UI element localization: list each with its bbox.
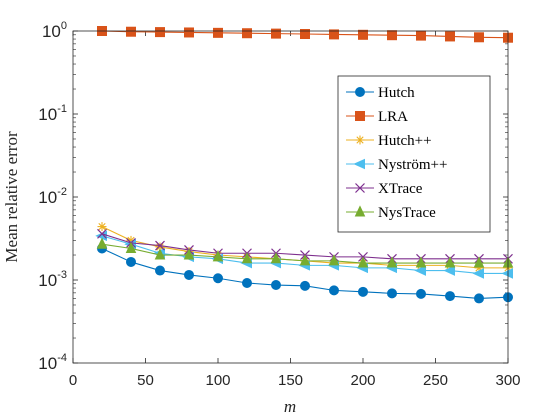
legend-marker xyxy=(355,111,365,121)
data-point xyxy=(358,286,368,297)
data-point xyxy=(271,280,281,291)
legend-label: Hutch++ xyxy=(378,133,432,149)
data-point xyxy=(328,254,340,266)
data-point xyxy=(387,288,397,299)
marker-stroke xyxy=(98,222,106,231)
marker-stroke xyxy=(355,183,365,193)
data-point xyxy=(501,268,513,279)
data-point xyxy=(472,268,484,279)
data-point xyxy=(414,265,426,276)
data-point xyxy=(184,269,194,280)
legend-label: Nyström++ xyxy=(378,157,447,173)
marker-stroke xyxy=(97,228,107,239)
data-point xyxy=(97,228,107,239)
data-point xyxy=(184,27,194,38)
data-point xyxy=(241,252,253,264)
x-tick-label: 0 xyxy=(69,372,77,389)
y-axis-label: Mean relative error xyxy=(2,131,21,263)
data-point xyxy=(300,29,310,40)
series-nystrace xyxy=(96,237,514,268)
data-point xyxy=(242,28,252,39)
data-point xyxy=(387,30,397,41)
data-point xyxy=(155,240,165,251)
legend-box xyxy=(337,75,491,233)
data-point xyxy=(443,265,455,276)
data-point xyxy=(271,28,281,39)
data-point xyxy=(445,31,455,42)
series-hutch xyxy=(97,243,513,304)
legend-item: LRA xyxy=(346,109,408,125)
data-point xyxy=(154,248,166,260)
y-tick-label: 10-3 xyxy=(38,269,67,290)
x-tick-label: 150 xyxy=(278,372,303,389)
data-point xyxy=(242,278,252,289)
marker-stroke xyxy=(155,240,165,251)
legend-label: XTrace xyxy=(378,181,423,197)
legend-item: Nyström++ xyxy=(346,157,447,173)
data-point xyxy=(125,241,137,253)
legend-item: NysTrace xyxy=(346,205,436,221)
legend-label: LRA xyxy=(378,109,408,125)
legend: Hutch LRA Hutch++ Nyström++ XTrace NysTrace xyxy=(337,75,491,233)
data-point xyxy=(97,222,107,232)
data-point xyxy=(445,291,455,302)
data-point xyxy=(474,293,484,304)
data-point xyxy=(300,280,310,291)
data-point xyxy=(155,265,165,276)
y-tick-label: 10-1 xyxy=(38,103,67,124)
y-tick-label: 10-2 xyxy=(38,186,67,207)
data-point xyxy=(213,27,223,38)
x-tick-label: 100 xyxy=(205,372,230,389)
data-point xyxy=(155,27,165,38)
legend-marker xyxy=(355,135,365,145)
marker-stroke xyxy=(156,243,164,251)
x-tick-label: 250 xyxy=(423,372,448,389)
data-point xyxy=(358,29,368,40)
data-point xyxy=(299,254,311,266)
legend-item: Hutch++ xyxy=(346,133,432,149)
data-point xyxy=(386,256,398,268)
data-point xyxy=(96,237,108,249)
legend-marker xyxy=(355,183,365,193)
legend-item: Hutch xyxy=(346,85,415,101)
data-point xyxy=(416,30,426,41)
x-tick-label: 50 xyxy=(137,372,154,389)
data-point xyxy=(212,250,224,262)
data-point xyxy=(126,26,136,37)
data-point xyxy=(329,29,339,40)
legend-marker xyxy=(354,205,366,217)
plot-frame xyxy=(72,30,509,364)
data-point xyxy=(213,273,223,284)
data-point xyxy=(474,32,484,43)
legend-item: XTrace xyxy=(346,181,423,197)
data-point xyxy=(329,285,339,296)
legend-label: Hutch xyxy=(378,85,415,101)
tick-labels: 0 50 100 150 200 250 300 10-4 10-3 10-2 10-1 100 xyxy=(38,20,520,389)
data-point xyxy=(357,256,369,268)
legend-label: NysTrace xyxy=(378,205,436,221)
x-axis-label: m xyxy=(284,397,296,416)
data-point xyxy=(126,256,136,267)
y-tick-label: 100 xyxy=(42,20,67,41)
y-tick-label: 10-4 xyxy=(38,352,67,373)
data-point xyxy=(183,248,195,260)
data-point xyxy=(444,256,456,268)
legend-marker xyxy=(353,158,365,170)
x-tick-label: 300 xyxy=(495,372,520,389)
x-tick-label: 200 xyxy=(350,372,375,389)
data-point xyxy=(473,256,485,268)
data-point xyxy=(270,252,282,264)
legend-marker xyxy=(355,87,365,97)
data-point xyxy=(415,256,427,268)
marker-stroke xyxy=(356,136,364,144)
data-point xyxy=(416,288,426,299)
